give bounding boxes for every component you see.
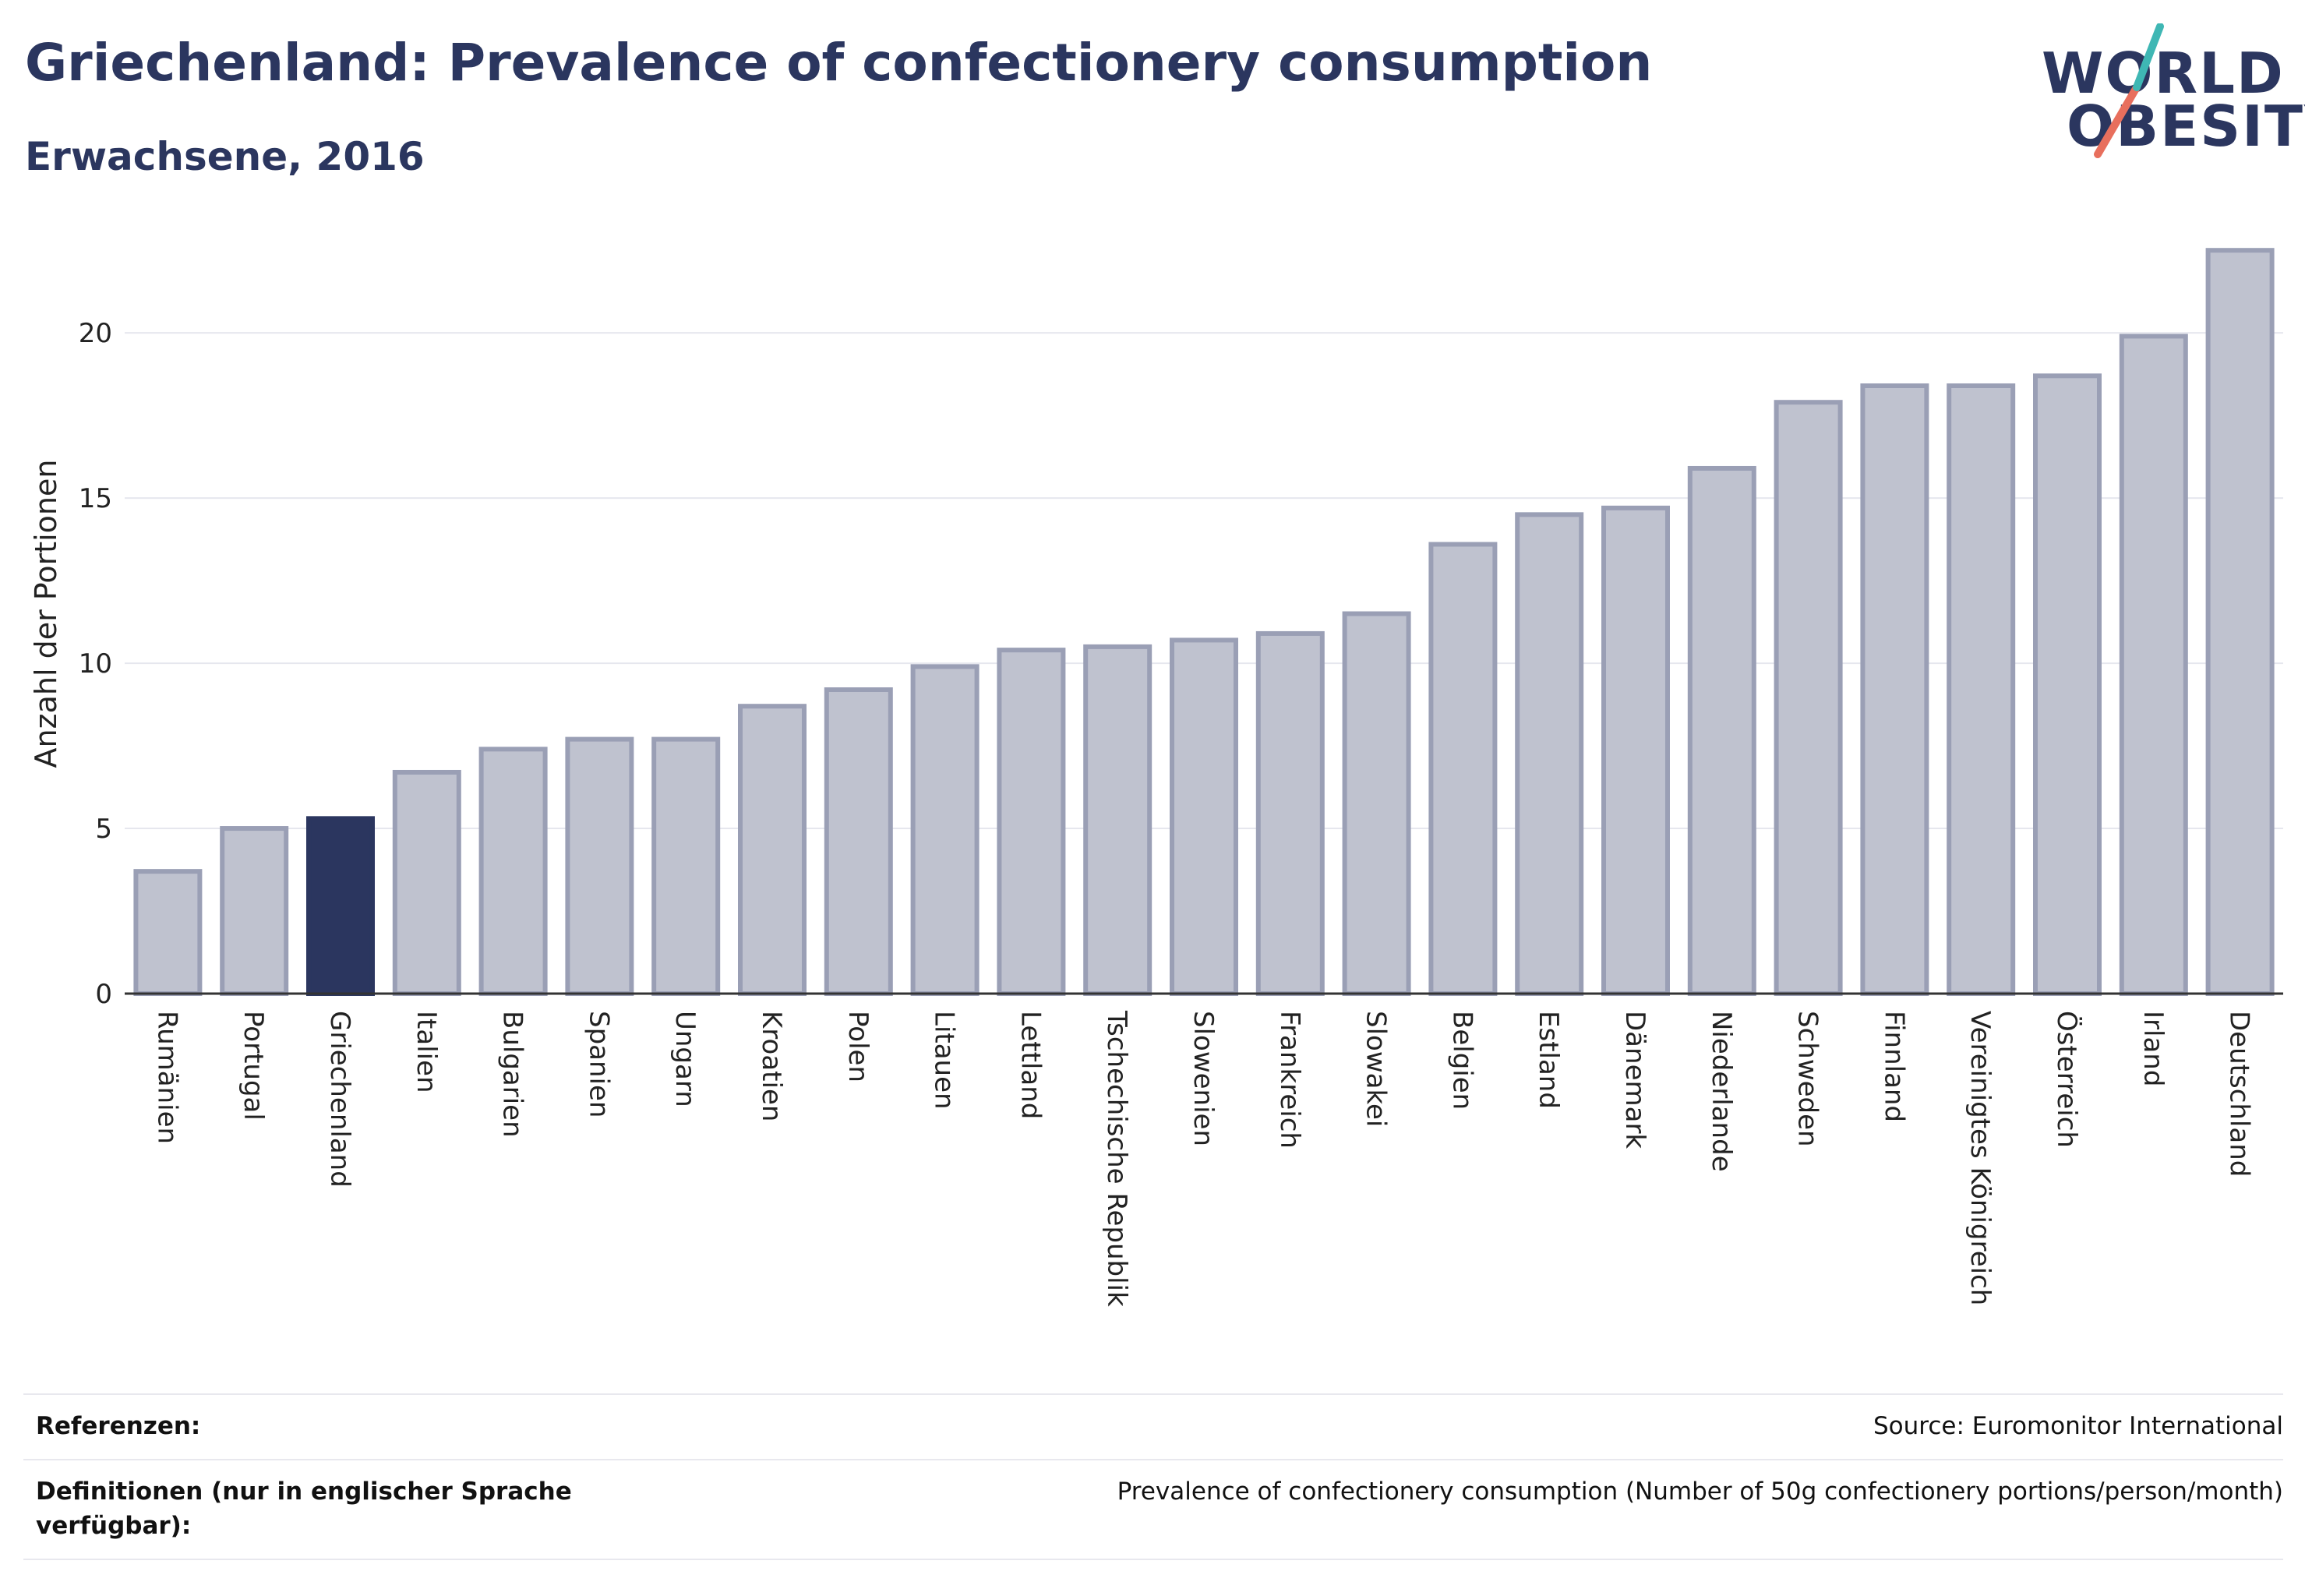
x-category-label: Ungarn — [669, 1011, 701, 1107]
x-category-label: Estland — [1533, 1011, 1564, 1109]
x-category-label: Finnland — [1878, 1011, 1909, 1122]
bar — [2205, 248, 2275, 996]
x-category-label: Niederlande — [1706, 1011, 1737, 1172]
x-category-label: Portugal — [238, 1011, 269, 1121]
bar — [1255, 630, 1325, 996]
y-axis-label: Anzahl der Portionen — [29, 460, 63, 768]
bar — [910, 664, 980, 997]
x-category-label: Spanien — [583, 1011, 614, 1118]
references-value: Source: Euromonitor International — [1873, 1412, 2283, 1440]
bar — [1860, 383, 1929, 996]
bar — [1342, 611, 1411, 996]
bar — [997, 648, 1066, 996]
bar — [1170, 637, 1238, 996]
bar — [824, 687, 893, 996]
bar — [1774, 400, 1843, 996]
definitions-row: Definitionen (nur in englischer Sprache … — [23, 1459, 2283, 1560]
x-category-label: Dänemark — [1619, 1011, 1650, 1149]
x-category-label: Irland — [2137, 1011, 2169, 1086]
bar — [478, 747, 548, 996]
x-category-label: Polen — [842, 1011, 874, 1082]
x-category-label: Deutschland — [2224, 1011, 2255, 1177]
x-category-label: Litauen — [929, 1011, 960, 1110]
bar — [220, 826, 289, 996]
bar — [1601, 505, 1670, 996]
bar — [2119, 334, 2188, 997]
bar — [1428, 542, 1498, 996]
bar — [306, 816, 375, 996]
references-label: Referenzen: — [36, 1412, 201, 1440]
x-category-label: Slowenien — [1188, 1011, 1219, 1146]
y-tick-label: 10 — [79, 648, 112, 680]
x-category-label: Tschechische Republik — [1101, 1010, 1132, 1307]
world-obesity-logo: WORLD OBESITY — [2026, 23, 2305, 164]
bar — [738, 704, 807, 997]
logo-line-1: WORLD — [2042, 41, 2285, 106]
y-tick-label: 20 — [79, 318, 112, 349]
x-category-label: Vereinigtes Königreich — [1964, 1011, 1996, 1305]
x-category-label: Italien — [411, 1011, 442, 1093]
bar — [1083, 644, 1152, 996]
y-tick-label: 15 — [79, 483, 112, 514]
x-category-label: Frankreich — [1274, 1011, 1305, 1149]
logo-line-2: OBESITY — [2067, 94, 2305, 159]
y-tick-label: 0 — [95, 979, 112, 1010]
references-row: Referenzen: Source: Euromonitor Internat… — [23, 1393, 2283, 1459]
y-tick-label: 5 — [95, 814, 112, 845]
bar — [392, 769, 461, 996]
bar-chart: 0 5 10 15 20 Anzahl der Portionen Rumänien Port… — [29, 248, 2283, 1307]
bar — [1947, 383, 2016, 996]
bar — [651, 736, 721, 997]
bar — [2033, 373, 2102, 997]
x-category-label: Griechenland — [324, 1011, 355, 1188]
x-category-label: Belgien — [1446, 1011, 1477, 1110]
definitions-value: Prevalence of confectionery consumption … — [1117, 1478, 2283, 1506]
bar — [565, 736, 634, 997]
x-category-label: Österreich — [2051, 1011, 2083, 1148]
bar — [133, 869, 203, 997]
x-category-label: Lettland — [1015, 1011, 1046, 1119]
x-category-label: Schweden — [1792, 1011, 1823, 1147]
x-category-label: Slowakei — [1361, 1011, 1392, 1127]
logo-slash-icon — [2094, 23, 2164, 158]
page-title: Griechenland: Prevalence of confectioner… — [25, 33, 1653, 93]
x-category-label: Bulgarien — [497, 1011, 528, 1138]
x-category-label: Kroatien — [756, 1011, 787, 1121]
definitions-label: Definitionen (nur in englischer Sprache … — [36, 1478, 572, 1540]
bar — [1515, 512, 1584, 996]
page-subtitle: Erwachsene, 2016 — [25, 134, 425, 179]
bar — [1687, 465, 1756, 996]
x-category-label: Rumänien — [151, 1011, 182, 1144]
